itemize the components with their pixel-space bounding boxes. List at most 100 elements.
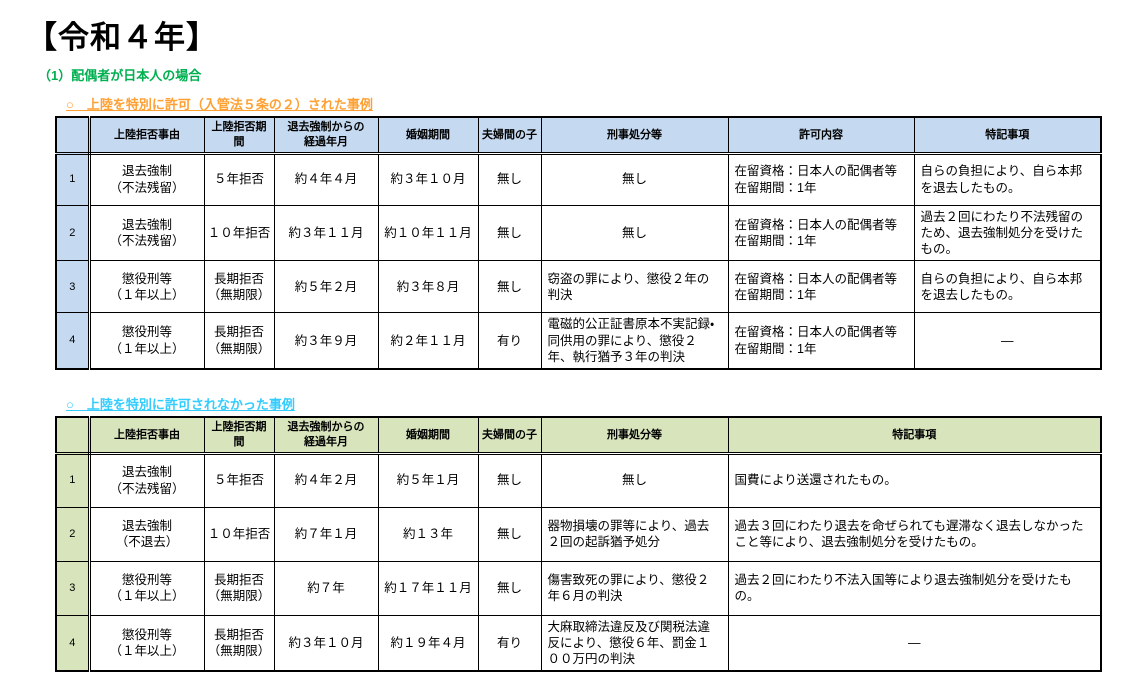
page-subtitle: （1）配偶者が日本人の場合	[38, 68, 202, 83]
table-cell: 懲役刑等 （１年以上）	[88, 260, 205, 314]
section-label-permitted: ○ 上陸を特別に許可（入管法５条の２）された事例	[66, 97, 373, 112]
table-cell: 懲役刑等 （１年以上）	[88, 312, 205, 370]
row-number: 1	[55, 152, 91, 206]
table-cell: 退去強制 （不法残留）	[88, 452, 205, 508]
row-number: 2	[55, 204, 91, 262]
section-label-not-permitted: ○ 上陸を特別に許可されなかった事例	[66, 397, 295, 412]
table-cell: 電磁的公正証書原本不実記録・同供用の罪により、懲役２年、執行猶予３年の判決	[540, 312, 729, 370]
table-cell: 懲役刑等 （１年以上）	[88, 560, 205, 616]
column-header: 刑事処分等	[540, 416, 729, 455]
table-cell: 長期拒否 （無期限）	[203, 312, 275, 370]
table-cell: 無し	[477, 260, 542, 314]
row-number: 3	[55, 560, 91, 616]
table-row: 3 懲役刑等 （１年以上） 長期拒否 （無期限） 約５年２月 約３年８月 無し 窃盗の罪によ…	[55, 260, 1102, 314]
table-cell: 退去強制 （不法残留）	[88, 204, 205, 262]
row-number: 1	[55, 452, 91, 508]
table-cell: 退去強制 （不法残留）	[88, 152, 205, 206]
table-cell: 有り	[477, 312, 542, 370]
column-header: 許可内容	[727, 116, 915, 155]
table-cell: 約７年	[273, 560, 379, 616]
table-cell: 無し	[540, 452, 729, 508]
table-cell: 長期拒否 （無期限）	[203, 560, 275, 616]
table-cell: 在留資格：日本人の配偶者等 在留期間：1年	[727, 312, 915, 370]
table-cell: 長期拒否 （無期限）	[203, 260, 275, 314]
table-row: 2 退去強制 （不法残留） １０年拒否 約３年１１月 約１０年１１月 無し 無し 在留資格：日…	[55, 204, 1102, 262]
table-row: 3 懲役刑等 （１年以上） 長期拒否 （無期限） 約７年 約１７年１１月 無し 傷害致死の罪…	[55, 560, 1102, 616]
table-cell: 自らの負担により、自ら本邦を退去したもの。	[913, 260, 1102, 314]
table-cell: 約５年２月	[273, 260, 379, 314]
column-header: 特記事項	[913, 116, 1102, 155]
table-cell: 窃盗の罪により、懲役２年の判決	[540, 260, 729, 314]
column-header: 上陸拒否期間	[203, 416, 275, 455]
table-cell: 器物損壊の罪等により、過去２回の起訴猶予処分	[540, 506, 729, 562]
header-row: 上陸拒否事由 上陸拒否期間 退去強制からの 経過年月 婚姻期間 夫婦間の子 刑事処分等 許可…	[55, 116, 1102, 155]
table-cell: 無し	[477, 506, 542, 562]
column-header: 上陸拒否期間	[203, 116, 275, 155]
table-cell: ５年拒否	[203, 452, 275, 508]
table-not-permitted-cases: 上陸拒否事由 上陸拒否期間 退去強制からの 経過年月 婚姻期間 夫婦間の子 刑事処分等 特記…	[55, 416, 1102, 673]
corner-diagonal-cell	[55, 116, 91, 155]
table-row: 4 懲役刑等 （１年以上） 長期拒否 （無期限） 約３年１０月 約１９年４月 有り 大麻取締…	[55, 614, 1102, 672]
row-number: 4	[55, 312, 91, 370]
row-number: 3	[55, 260, 91, 314]
table-cell: 懲役刑等 （１年以上）	[88, 614, 205, 672]
table-cell: 過去２回にわたり不法入国等により退去強制処分を受けたもの。	[727, 560, 1102, 616]
table-row: 1 退去強制 （不法残留） ５年拒否 約４年４月 約３年１０月 無し 無し 在留資格：日本人の…	[55, 152, 1102, 206]
table-cell: 長期拒否 （無期限）	[203, 614, 275, 672]
table-cell: 無し	[477, 204, 542, 262]
table-cell: 約１０年１１月	[377, 204, 479, 262]
column-header: 上陸拒否事由	[88, 416, 205, 455]
table-row: 4 懲役刑等 （１年以上） 長期拒否 （無期限） 約３年９月 約２年１１月 有り 電磁的公正…	[55, 312, 1102, 370]
column-header: 刑事処分等	[540, 116, 729, 155]
table-cell: 約４年２月	[273, 452, 379, 508]
table-cell: 在留資格：日本人の配偶者等 在留期間：1年	[727, 260, 915, 314]
table-cell: １０年拒否	[203, 506, 275, 562]
column-header: 退去強制からの 経過年月	[273, 416, 379, 455]
column-header: 婚姻期間	[377, 116, 479, 155]
table-cell: 約３年９月	[273, 312, 379, 370]
table-cell: 在留資格：日本人の配偶者等 在留期間：1年	[727, 204, 915, 262]
table-cell: 在留資格：日本人の配偶者等 在留期間：1年	[727, 152, 915, 206]
column-header: 婚姻期間	[377, 416, 479, 455]
table-cell: ―	[727, 614, 1102, 672]
table-cell: 約１３年	[377, 506, 479, 562]
table-cell: 約１７年１１月	[377, 560, 479, 616]
column-header: 特記事項	[727, 416, 1102, 455]
corner-diagonal-cell	[55, 416, 91, 455]
table-permitted-cases: 上陸拒否事由 上陸拒否期間 退去強制からの 経過年月 婚姻期間 夫婦間の子 刑事処分等 許可…	[55, 116, 1102, 370]
table-cell: 無し	[477, 452, 542, 508]
table-cell: 過去３回にわたり退去を命ぜられても遅滞なく退去しなかったこと等により、退去強制処…	[727, 506, 1102, 562]
table-cell: 大麻取締法違反及び関税法違反により、懲役６年、罰金１００万円の判決	[540, 614, 729, 672]
table-cell: 過去２回にわたり不法残留のため、退去強制処分を受けたもの。	[913, 204, 1102, 262]
header-row: 上陸拒否事由 上陸拒否期間 退去強制からの 経過年月 婚姻期間 夫婦間の子 刑事処分等 特記…	[55, 416, 1102, 455]
table-cell: 無し	[540, 152, 729, 206]
table-cell: 約４年４月	[273, 152, 379, 206]
table-cell: 約５年１月	[377, 452, 479, 508]
table-cell: 無し	[477, 560, 542, 616]
table-cell: 傷害致死の罪により、懲役２年６月の判決	[540, 560, 729, 616]
table-cell: 国費により送還されたもの。	[727, 452, 1102, 508]
table-cell: ―	[913, 312, 1102, 370]
column-header: 夫婦間の子	[477, 416, 542, 455]
table-row: 1 退去強制 （不法残留） ５年拒否 約４年２月 約５年１月 無し 無し 国費により送還された…	[55, 452, 1102, 508]
column-header: 退去強制からの 経過年月	[273, 116, 379, 155]
table-cell: 約３年１０月	[377, 152, 479, 206]
table-cell: 有り	[477, 614, 542, 672]
table-cell: 無し	[477, 152, 542, 206]
table-cell: 約３年８月	[377, 260, 479, 314]
column-header: 夫婦間の子	[477, 116, 542, 155]
table-cell: 約２年１１月	[377, 312, 479, 370]
table-cell: 無し	[540, 204, 729, 262]
table-row: 2 退去強制 （不退去） １０年拒否 約７年１月 約１３年 無し 器物損壊の罪等により、過去…	[55, 506, 1102, 562]
row-number: 2	[55, 506, 91, 562]
row-number: 4	[55, 614, 91, 672]
page-title: 【令和４年】	[26, 20, 218, 55]
table-cell: １０年拒否	[203, 204, 275, 262]
table-cell: 約３年１１月	[273, 204, 379, 262]
table-cell: 約７年１月	[273, 506, 379, 562]
table-cell: 自らの負担により、自ら本邦を退去したもの。	[913, 152, 1102, 206]
table-cell: 約１９年４月	[377, 614, 479, 672]
table-cell: 約３年１０月	[273, 614, 379, 672]
column-header: 上陸拒否事由	[88, 116, 205, 155]
